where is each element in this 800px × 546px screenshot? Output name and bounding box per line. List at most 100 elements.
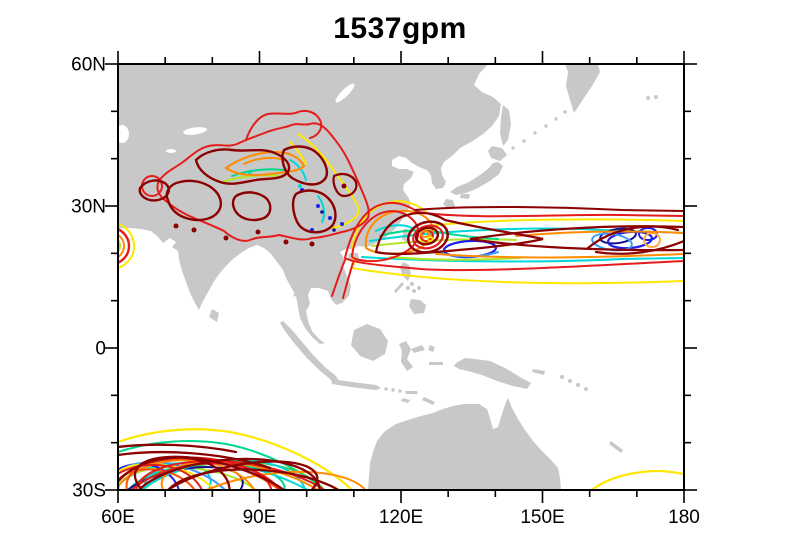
land-solomon-islands bbox=[576, 383, 580, 387]
contour-circle bbox=[118, 233, 125, 259]
land-bali-lombok-islands bbox=[391, 388, 395, 392]
x-tick-label: 60E bbox=[101, 507, 135, 528]
contour-ellipse bbox=[160, 460, 340, 490]
land-palawan bbox=[394, 282, 404, 293]
contour-line bbox=[245, 109, 323, 141]
land-honshu bbox=[450, 162, 503, 195]
contour-dot bbox=[332, 228, 336, 232]
x-tick-label: 90E bbox=[243, 507, 277, 528]
contour-dot bbox=[191, 227, 197, 233]
contour-dot bbox=[320, 210, 324, 214]
land-kuril-islands bbox=[563, 110, 567, 114]
contour-dot bbox=[173, 223, 179, 229]
contour-line bbox=[414, 205, 684, 212]
contour-ellipse bbox=[118, 463, 206, 490]
contour-ellipse bbox=[420, 230, 430, 238]
land-hokkaido bbox=[488, 146, 507, 161]
contour-ellipse bbox=[414, 226, 440, 246]
contour-circle bbox=[118, 223, 135, 269]
contour-line bbox=[156, 122, 370, 242]
y-tick-label: 0 bbox=[95, 339, 106, 360]
contour-line bbox=[351, 218, 684, 285]
land-bali-lombok-islands bbox=[384, 387, 388, 391]
contour-line bbox=[221, 174, 281, 183]
land-sumatra bbox=[280, 321, 339, 381]
contour-dot bbox=[283, 239, 289, 245]
contour-ellipse bbox=[118, 459, 256, 490]
land-australia bbox=[368, 398, 561, 490]
x-tick-label: 180 bbox=[668, 507, 700, 528]
contour-line bbox=[586, 225, 684, 255]
contour-circle bbox=[106, 241, 116, 251]
contour-dot bbox=[298, 184, 302, 188]
y-tick-label: 30N bbox=[71, 197, 106, 218]
land-andaman-islands bbox=[292, 285, 296, 289]
land-visayas-islands bbox=[406, 286, 410, 290]
contour-ellipse bbox=[118, 456, 289, 490]
contour-line bbox=[118, 428, 353, 490]
land-visayas-islands bbox=[412, 289, 416, 293]
land-solomon-islands bbox=[568, 379, 572, 383]
plot-title: 1537gpm bbox=[333, 12, 467, 45]
land-new-britain bbox=[532, 369, 545, 375]
land-andaman-islands bbox=[293, 293, 297, 297]
land-bali-lombok-islands bbox=[398, 389, 402, 393]
contour-line bbox=[165, 179, 223, 222]
x-tick-label: 120E bbox=[379, 507, 423, 528]
contour-line bbox=[289, 133, 360, 229]
lake-issyk-kul bbox=[166, 149, 176, 153]
contour-ellipse bbox=[163, 468, 357, 490]
land-kuril-islands bbox=[533, 131, 537, 135]
y-tick-label: 60N bbox=[71, 55, 106, 76]
land-java bbox=[331, 379, 381, 390]
contour-dot bbox=[316, 204, 320, 208]
lake-aral-sea bbox=[118, 125, 129, 143]
contour-ellipse bbox=[426, 236, 434, 242]
contour-dot bbox=[309, 241, 315, 247]
land-halmahera bbox=[428, 345, 435, 352]
land-sakhalin bbox=[500, 105, 511, 146]
land-aleutian-islands bbox=[654, 95, 658, 99]
contour-line bbox=[590, 469, 684, 490]
land-flores bbox=[405, 391, 418, 394]
land-sumba bbox=[401, 398, 410, 403]
land-solomon-islands bbox=[560, 375, 564, 379]
lake-lake-baikal bbox=[335, 83, 355, 103]
land-sulawesi bbox=[399, 341, 413, 371]
contour-circle bbox=[118, 228, 131, 264]
contour-line bbox=[371, 238, 521, 261]
land-borneo bbox=[351, 324, 388, 361]
contour-layer bbox=[106, 109, 684, 490]
land-kuril-islands bbox=[554, 117, 558, 121]
x-tick-label: 150E bbox=[520, 507, 564, 528]
land-visayas-islands bbox=[417, 286, 421, 290]
land-new-guinea bbox=[454, 358, 531, 389]
land-sulawesi-arm bbox=[411, 345, 425, 353]
land-layer bbox=[118, 64, 658, 490]
contour-line bbox=[281, 145, 329, 186]
contour-line bbox=[435, 230, 684, 259]
land-aleutian-islands bbox=[646, 96, 650, 100]
contour-ellipse bbox=[151, 460, 319, 490]
land-shikoku bbox=[460, 194, 470, 199]
contour-ellipse bbox=[169, 470, 371, 490]
contour-line bbox=[231, 191, 272, 222]
land-timor bbox=[422, 397, 435, 405]
land-kuril-islands bbox=[522, 139, 526, 143]
contour-line bbox=[231, 168, 285, 177]
land-new-caledonia bbox=[609, 441, 623, 453]
land-solomon-islands bbox=[584, 387, 588, 391]
contour-dot bbox=[328, 216, 332, 220]
land-kyushu bbox=[443, 199, 455, 209]
land-kamchatka bbox=[565, 64, 600, 113]
contour-ellipse bbox=[412, 224, 444, 250]
land-kuril-islands bbox=[544, 124, 548, 128]
contour-dot bbox=[341, 183, 347, 189]
lake-lake-balkhash bbox=[183, 127, 207, 135]
contour-dot bbox=[255, 229, 261, 235]
land-visayas-islands bbox=[410, 282, 414, 286]
land-mindanao bbox=[409, 299, 426, 314]
contour-line bbox=[291, 189, 337, 234]
